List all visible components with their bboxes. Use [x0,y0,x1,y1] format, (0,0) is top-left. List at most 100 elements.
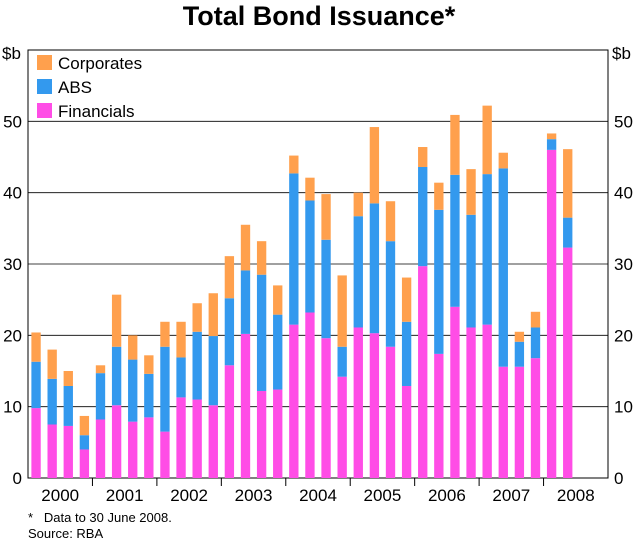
bar-corporates-16 [289,155,299,174]
bar-abs-27 [466,214,476,328]
y-tick-right-40: 40 [614,184,633,203]
bar-abs-1 [47,378,57,425]
legend-label-corporates: Corporates [58,54,142,73]
bar-financials-30 [514,366,525,478]
bar-abs-8 [160,346,170,432]
bar-abs-3 [79,435,90,450]
bar-abs-32 [546,139,557,150]
bar-corporates-8 [160,321,170,347]
bar-corporates-11 [208,293,218,337]
bar-financials-23 [401,385,412,478]
bar-corporates-0 [31,332,41,362]
bar-financials-20 [353,327,363,478]
bar-abs-2 [63,385,73,426]
x-tick-2002: 2002 [170,486,208,505]
bar-financials-16 [289,324,299,478]
bar-corporates-30 [514,331,525,342]
bar-abs-14 [256,274,267,391]
bar-corporates-9 [176,321,186,358]
x-tick-2003: 2003 [235,486,273,505]
bar-corporates-4 [95,365,106,374]
legend-swatch-financials [37,103,52,118]
bar-abs-20 [353,216,363,328]
bar-financials-5 [111,405,122,478]
bar-abs-23 [401,321,412,386]
y-axis-unit-left: $b [2,44,21,63]
bar-financials-22 [385,346,396,478]
bar-financials-0 [31,408,41,478]
bar-corporates-2 [63,371,73,386]
bar-abs-9 [176,357,186,398]
bar-abs-31 [530,327,541,359]
bar-corporates-29 [498,152,508,169]
x-tick-2006: 2006 [428,486,466,505]
bar-abs-7 [144,373,154,418]
chart-title: Total Bond Issuance* [182,1,456,31]
bar-corporates-15 [273,285,283,315]
bar-financials-13 [240,333,251,478]
bar-financials-3 [79,449,90,478]
bar-financials-25 [434,353,444,478]
y-tick-left-40: 40 [3,184,22,203]
bar-corporates-27 [466,169,476,215]
footnote-asterisk-text: Data to 30 June 2008. [43,510,172,525]
y-tick-left-0: 0 [13,469,22,488]
bar-abs-16 [289,173,299,325]
bar-abs-18 [321,239,331,339]
bar-abs-22 [385,241,396,347]
bar-corporates-24 [418,147,428,167]
bar-financials-7 [144,417,154,478]
bar-corporates-3 [79,415,90,436]
bar-financials-4 [95,419,106,478]
bar-financials-28 [482,324,492,478]
bar-financials-18 [321,338,331,478]
bar-abs-10 [192,331,202,400]
x-tick-2004: 2004 [299,486,337,505]
bar-financials-26 [450,306,460,478]
bar-abs-30 [514,341,525,367]
bar-abs-24 [418,166,428,267]
bar-financials-17 [305,312,315,478]
bar-financials-1 [47,424,57,478]
bar-abs-33 [563,217,573,248]
y-tick-left-20: 20 [3,326,22,345]
bar-corporates-21 [369,127,380,204]
bar-abs-26 [450,174,460,307]
bar-corporates-33 [563,149,573,218]
bar-corporates-12 [224,256,235,299]
bar-corporates-5 [111,294,122,347]
bar-financials-10 [192,399,202,478]
x-tick-2005: 2005 [364,486,402,505]
x-tick-2007: 2007 [492,486,530,505]
y-tick-left-30: 30 [3,255,22,274]
legend-label-financials: Financials [58,102,135,121]
bar-abs-11 [208,336,218,406]
bar-abs-29 [498,168,508,367]
y-tick-left-10: 10 [3,398,22,417]
bar-financials-19 [337,376,347,478]
bar-financials-29 [498,366,508,478]
bar-financials-11 [208,405,218,478]
bar-corporates-20 [353,192,363,217]
bar-corporates-28 [482,105,492,175]
bar-corporates-1 [47,349,57,379]
y-tick-right-30: 30 [614,255,633,274]
bar-abs-13 [240,270,251,334]
bar-abs-5 [111,346,122,406]
bar-financials-2 [63,425,73,478]
bar-abs-28 [482,174,492,325]
bar-abs-21 [369,203,380,334]
y-axis-unit-right: $b [612,44,631,63]
bar-financials-9 [176,397,186,478]
footnote-asterisk: * Data to 30 June 2008. [28,510,172,526]
y-tick-right-10: 10 [614,398,633,417]
bar-corporates-14 [256,241,267,275]
y-tick-left-50: 50 [3,112,22,131]
bar-financials-24 [418,266,428,478]
legend-swatch-corporates [37,55,52,70]
bar-abs-25 [434,209,444,354]
bar-financials-33 [563,247,573,478]
y-tick-right-50: 50 [614,112,633,131]
bar-corporates-22 [385,201,396,242]
